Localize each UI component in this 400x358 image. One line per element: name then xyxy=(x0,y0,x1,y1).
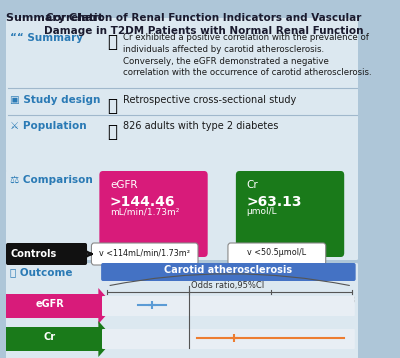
FancyBboxPatch shape xyxy=(102,329,355,349)
FancyBboxPatch shape xyxy=(101,263,356,281)
Text: 💗: 💗 xyxy=(107,33,117,51)
FancyBboxPatch shape xyxy=(6,243,87,265)
Text: Cr: Cr xyxy=(246,180,258,190)
Text: Controls: Controls xyxy=(10,249,57,259)
Text: Carotid atherosclerosis: Carotid atherosclerosis xyxy=(164,265,292,275)
Text: eGFR: eGFR xyxy=(110,180,138,190)
Text: >144.46: >144.46 xyxy=(110,195,176,209)
FancyBboxPatch shape xyxy=(228,243,326,265)
Text: μmol/L: μmol/L xyxy=(246,207,277,216)
Text: Correlation of Renal Function Indicators and Vascular
Damage in T2DM Patients wi: Correlation of Renal Function Indicators… xyxy=(44,13,364,36)
Text: eGFR: eGFR xyxy=(36,299,64,309)
Text: 0: 0 xyxy=(105,296,110,305)
FancyBboxPatch shape xyxy=(236,171,344,257)
Text: mL/min/1.73m²: mL/min/1.73m² xyxy=(110,207,179,216)
Text: v <50.5μmol/L: v <50.5μmol/L xyxy=(247,248,306,257)
Text: 826 adults with type 2 diabetes: 826 adults with type 2 diabetes xyxy=(123,121,278,131)
Text: 3: 3 xyxy=(350,296,355,305)
Text: Cr exhibited a positive correlation with the prevalence of
individuals affected : Cr exhibited a positive correlation with… xyxy=(123,33,372,77)
Text: >63.13: >63.13 xyxy=(246,195,302,209)
Text: 👬: 👬 xyxy=(107,123,117,141)
FancyBboxPatch shape xyxy=(5,321,114,357)
FancyBboxPatch shape xyxy=(6,263,358,358)
FancyBboxPatch shape xyxy=(99,171,208,257)
Text: ⚔ Population: ⚔ Population xyxy=(10,121,87,131)
FancyBboxPatch shape xyxy=(5,288,114,324)
FancyBboxPatch shape xyxy=(92,243,198,265)
Text: ⚖ Comparison: ⚖ Comparison xyxy=(10,175,93,185)
Text: ““ Summary: ““ Summary xyxy=(10,33,84,43)
FancyBboxPatch shape xyxy=(6,18,358,172)
Text: 👫: 👫 xyxy=(107,97,117,115)
Text: Retrospective cross-sectional study: Retrospective cross-sectional study xyxy=(123,95,296,105)
FancyBboxPatch shape xyxy=(102,296,355,316)
Text: 1: 1 xyxy=(186,296,192,305)
Text: 2: 2 xyxy=(268,296,273,305)
Text: Cr: Cr xyxy=(44,332,56,342)
Text: Summary Chart: Summary Chart xyxy=(6,13,103,23)
Text: Odds ratio,95%CI: Odds ratio,95%CI xyxy=(191,281,264,290)
FancyBboxPatch shape xyxy=(6,170,358,260)
Text: v <114mL/min/1.73m²: v <114mL/min/1.73m² xyxy=(99,248,190,257)
Text: 📊 Outcome: 📊 Outcome xyxy=(10,267,73,277)
Text: ▣ Study design: ▣ Study design xyxy=(10,95,101,105)
